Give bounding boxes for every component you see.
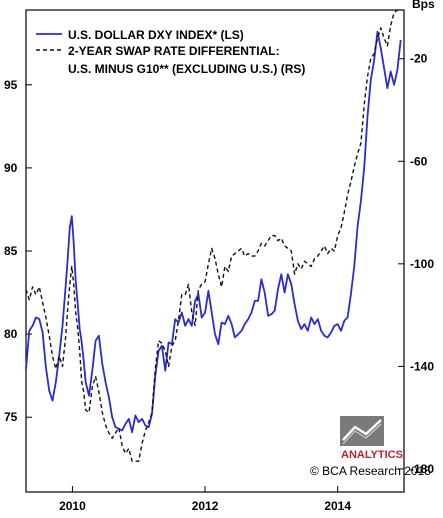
left-tick-label: 85 <box>4 244 18 258</box>
right-tick-label: -180 <box>410 462 434 476</box>
right-tick-label: -20 <box>410 52 428 66</box>
right-tick-label: -100 <box>410 257 434 271</box>
logo-chart-icon-shadow <box>342 423 382 445</box>
legend: U.S. DOLLAR DXY INDEX* (LS) 2-YEAR SWAP … <box>36 28 305 76</box>
analytics-logo: ANALYTICS <box>340 416 403 461</box>
right-tick-label: -140 <box>410 359 434 373</box>
logo-text: ANALYTICS <box>341 449 403 461</box>
right-axis-label: Bps <box>412 0 435 11</box>
x-tick-label: 2010 <box>59 499 86 513</box>
copyright-credit: © BCA Research 2015 <box>310 464 431 478</box>
series-line-dxy <box>25 30 402 434</box>
right-tick-label: -60 <box>410 154 428 168</box>
series-layer <box>25 9 402 462</box>
legend-label-swap-line2: U.S. MINUS G10** (EXCLUDING U.S.) (RS) <box>68 62 305 76</box>
legend-label-dxy: U.S. DOLLAR DXY INDEX* (LS) <box>68 28 244 42</box>
left-tick-label: 95 <box>4 78 18 92</box>
x-axis: 2010 2012 2014 <box>59 486 351 513</box>
left-tick-label: 75 <box>4 410 18 424</box>
x-tick-label: 2014 <box>324 499 351 513</box>
series-line-swap-differential <box>25 9 401 462</box>
left-axis: 75 80 85 90 95 <box>4 78 32 424</box>
left-tick-label: 90 <box>4 161 18 175</box>
logo-chart-icon <box>342 419 382 441</box>
legend-label-swap-line1: 2-YEAR SWAP RATE DIFFERENTIAL: <box>68 44 280 58</box>
left-tick-label: 80 <box>4 327 18 341</box>
right-axis: -180 -140 -100 -60 -20 <box>398 52 434 476</box>
x-tick-label: 2012 <box>192 499 219 513</box>
